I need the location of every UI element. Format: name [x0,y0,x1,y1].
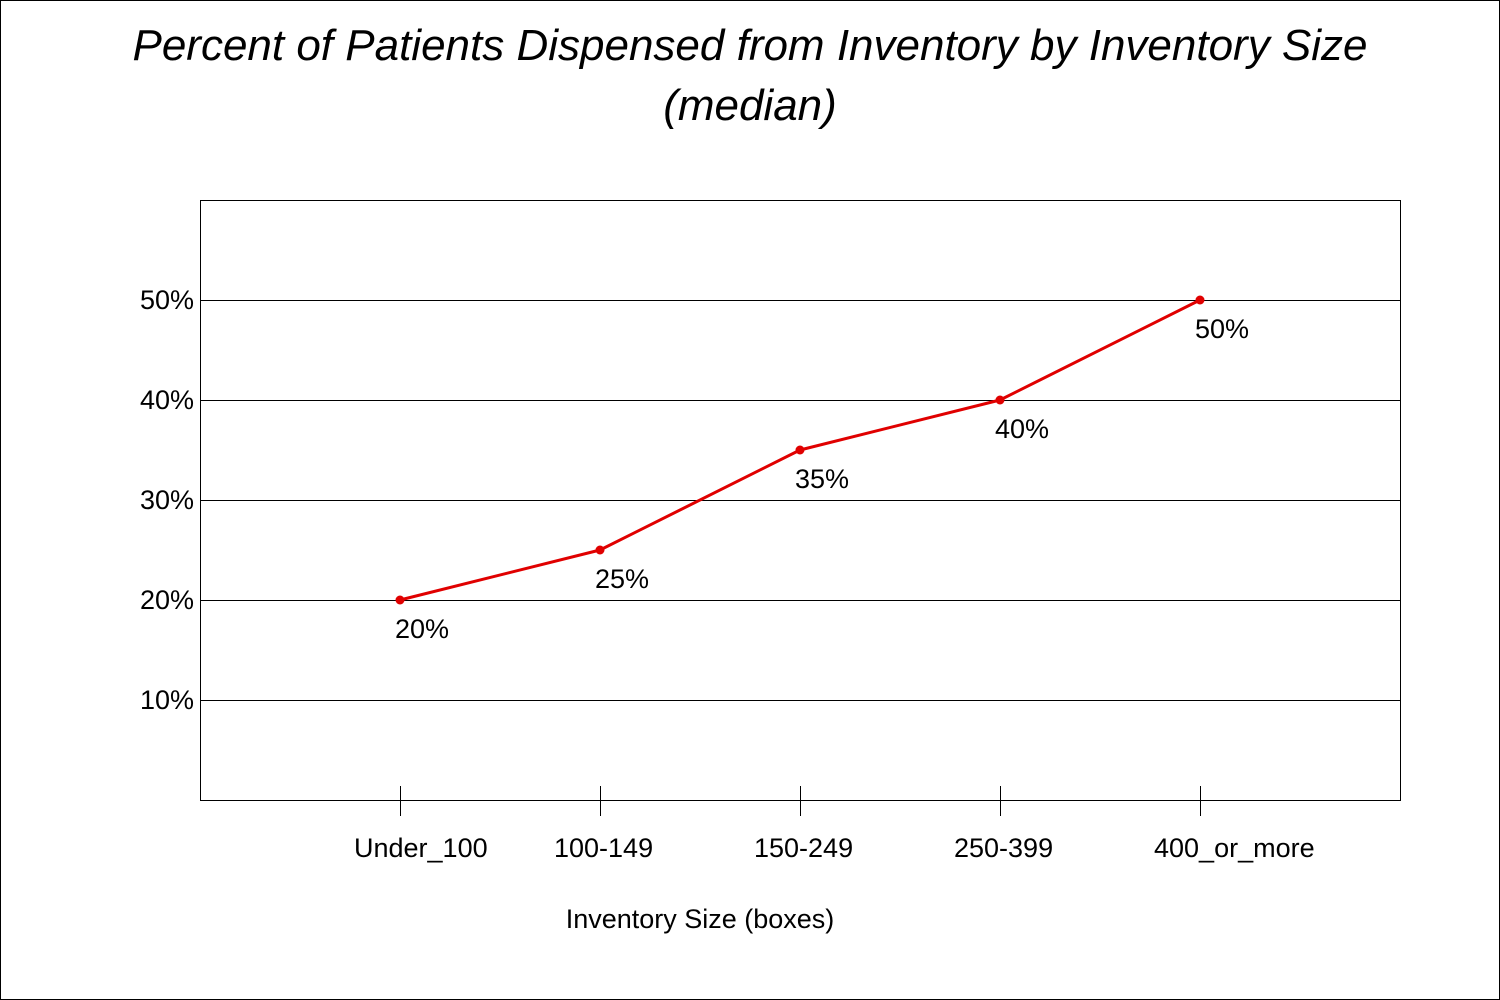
chart-title-line-1: Percent of Patients Dispensed from Inven… [132,21,1368,70]
data-point-0-4 [1195,295,1205,305]
x-tick-label-1: 100-149 [554,833,653,863]
chart-title: Percent of Patients Dispensed from Inven… [0,16,1500,136]
x-tick-label-3: 250-399 [954,833,1053,863]
x-tick-label-2: 150-249 [754,833,853,863]
x-axis-label: Inventory Size (boxes) [566,904,835,934]
data-label-0-2: 35% [795,464,849,494]
series-group [395,295,1205,605]
data-labels: 20% 25% 35% 40% 50% [395,314,1249,644]
data-point-0-2 [795,445,805,455]
x-tick-label-4: 400_or_more [1154,833,1315,863]
data-label-0-3: 40% [995,414,1049,444]
data-label-0-1: 25% [595,564,649,594]
x-ticks [400,786,1201,816]
chart-title-line-2: (median) [663,81,837,130]
y-tick-label-50: 50% [140,285,194,315]
x-tick-label-0: Under_100 [354,833,488,863]
data-label-0-0: 20% [395,614,449,644]
x-tick-labels: Under_100 100-149 150-249 250-399 400_or_mor… [354,833,1315,863]
y-tick-label-10: 10% [140,685,194,715]
y-tick-label-20: 20% [140,585,194,615]
data-point-0-1 [595,545,605,555]
data-label-0-4: 50% [1195,314,1249,344]
data-point-0-0 [395,595,405,605]
data-point-0-3 [995,395,1005,405]
y-tick-label-40: 40% [140,385,194,415]
y-tick-labels: 10% 20% 30% 40% 50% [140,285,194,715]
y-tick-label-30: 30% [140,485,194,515]
